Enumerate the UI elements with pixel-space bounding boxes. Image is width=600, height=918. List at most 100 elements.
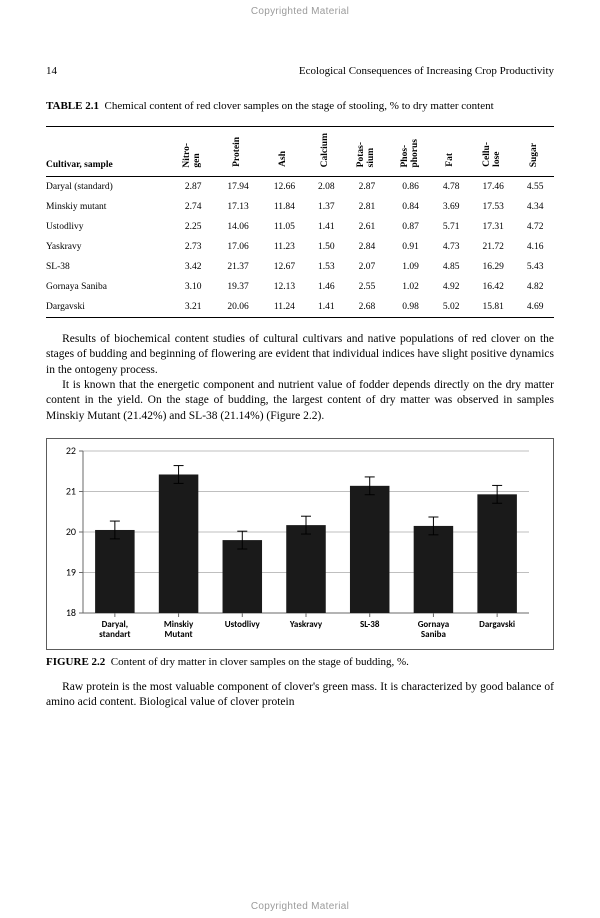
data-table: Cultivar, sampleNitro-genProteinAshCalci…: [46, 126, 554, 318]
table-cell: 16.42: [470, 277, 516, 297]
table-cell: 4.34: [516, 197, 554, 217]
figure-caption: FIGURE 2.2 Content of dry matter in clov…: [46, 656, 554, 668]
table-row: SL-383.4221.3712.671.532.071.094.8516.29…: [46, 257, 554, 277]
table-cell: 12.67: [261, 257, 307, 277]
table-cell: 20.06: [215, 297, 261, 318]
body-text-block-2: Raw protein is the most valuable compone…: [46, 680, 554, 711]
body-text-block-1: Results of biochemical content studies o…: [46, 332, 554, 424]
table-cell: 2.61: [345, 217, 389, 237]
table-col-header: Sugar: [516, 126, 554, 176]
table-cell: 1.09: [389, 257, 433, 277]
table-row: Daryal (standard)2.8717.9412.662.082.870…: [46, 177, 554, 198]
table-cell: 0.84: [389, 197, 433, 217]
bar-chart: 1819202122Daryal,standartMinskiyMutantUs…: [51, 445, 535, 645]
table-cell: 3.69: [432, 197, 470, 217]
table-cell: 16.29: [470, 257, 516, 277]
table-cell: 2.25: [171, 217, 215, 237]
table-cell: 2.81: [345, 197, 389, 217]
table-cell: 0.91: [389, 237, 433, 257]
table-col-header: Ash: [261, 126, 307, 176]
table-cell: 3.42: [171, 257, 215, 277]
table-cell-name: Dargavski: [46, 297, 171, 318]
table-cell: 11.23: [261, 237, 307, 257]
table-cell: 11.84: [261, 197, 307, 217]
table-cell: 11.05: [261, 217, 307, 237]
table-caption-text: Chemical content of red clover samples o…: [104, 100, 493, 112]
figure-frame: 1819202122Daryal,standartMinskiyMutantUs…: [46, 438, 554, 650]
table-cell-name: Ustodlivy: [46, 217, 171, 237]
table-cell: 4.72: [516, 217, 554, 237]
figure-caption-text: Content of dry matter in clover samples …: [111, 656, 409, 668]
table-cell: 0.87: [389, 217, 433, 237]
table-cell: 2.87: [345, 177, 389, 198]
table-cell: 17.06: [215, 237, 261, 257]
table-cell: 21.37: [215, 257, 261, 277]
table-cell: 4.73: [432, 237, 470, 257]
running-title: Ecological Consequences of Increasing Cr…: [299, 65, 554, 77]
table-cell: 4.69: [516, 297, 554, 318]
paragraph-3: Raw protein is the most valuable compone…: [46, 680, 554, 711]
table-col-header-cultivar: Cultivar, sample: [46, 126, 171, 176]
table-cell: 12.66: [261, 177, 307, 198]
table-cell: 1.41: [308, 297, 346, 318]
table-cell: 0.98: [389, 297, 433, 318]
table-cell: 1.41: [308, 217, 346, 237]
table-cell-name: SL-38: [46, 257, 171, 277]
svg-text:Saniba: Saniba: [421, 629, 446, 640]
svg-text:22: 22: [66, 445, 76, 457]
table-cell: 5.43: [516, 257, 554, 277]
table-cell: 5.02: [432, 297, 470, 318]
svg-text:Ustodlivy: Ustodlivy: [225, 619, 261, 630]
table-cell: 17.13: [215, 197, 261, 217]
copyright-bottom: Copyrighted Material: [0, 901, 600, 912]
table-cell: 4.55: [516, 177, 554, 198]
table-cell: 1.37: [308, 197, 346, 217]
table-cell-name: Gornaya Saniba: [46, 277, 171, 297]
table-label: TABLE 2.1: [46, 100, 99, 112]
table-cell: 17.94: [215, 177, 261, 198]
svg-text:SL-38: SL-38: [360, 619, 380, 630]
table-cell: 2.74: [171, 197, 215, 217]
svg-text:19: 19: [66, 565, 76, 578]
table-cell: 1.50: [308, 237, 346, 257]
table-cell: 2.87: [171, 177, 215, 198]
table-cell: 1.53: [308, 257, 346, 277]
figure-label: FIGURE 2.2: [46, 656, 105, 668]
table-col-header: Potas-sium: [345, 126, 389, 176]
table-cell: 11.24: [261, 297, 307, 318]
table-row: Minskiy mutant2.7417.1311.841.372.810.84…: [46, 197, 554, 217]
table-cell-name: Minskiy mutant: [46, 197, 171, 217]
paragraph-1: Results of biochemical content studies o…: [46, 332, 554, 378]
table-cell: 0.86: [389, 177, 433, 198]
table-col-header: Calcium: [308, 126, 346, 176]
table-row: Ustodlivy2.2514.0611.051.412.610.875.711…: [46, 217, 554, 237]
table-cell: 21.72: [470, 237, 516, 257]
table-cell: 2.55: [345, 277, 389, 297]
table-row: Gornaya Saniba3.1019.3712.131.462.551.02…: [46, 277, 554, 297]
table-cell: 4.78: [432, 177, 470, 198]
table-cell-name: Yaskravy: [46, 237, 171, 257]
table-cell: 2.68: [345, 297, 389, 318]
table-cell: 19.37: [215, 277, 261, 297]
table-row: Dargavski3.2120.0611.241.412.680.985.021…: [46, 297, 554, 318]
table-cell: 3.21: [171, 297, 215, 318]
table-cell: 2.07: [345, 257, 389, 277]
table-cell: 1.02: [389, 277, 433, 297]
table-cell: 2.84: [345, 237, 389, 257]
table-cell: 17.31: [470, 217, 516, 237]
svg-text:18: 18: [66, 606, 76, 619]
table-cell: 14.06: [215, 217, 261, 237]
table-cell: 17.46: [470, 177, 516, 198]
table-cell: 15.81: [470, 297, 516, 318]
svg-text:Mutant: Mutant: [165, 629, 193, 640]
table-col-header: Fat: [432, 126, 470, 176]
table-col-header: Phos-phorus: [389, 126, 433, 176]
table-cell-name: Daryal (standard): [46, 177, 171, 198]
table-cell: 4.82: [516, 277, 554, 297]
table-cell: 4.85: [432, 257, 470, 277]
table-cell: 4.16: [516, 237, 554, 257]
paragraph-2: It is known that the energetic component…: [46, 378, 554, 424]
table-cell: 5.71: [432, 217, 470, 237]
table-col-header: Cellu-lose: [470, 126, 516, 176]
table-cell: 2.73: [171, 237, 215, 257]
